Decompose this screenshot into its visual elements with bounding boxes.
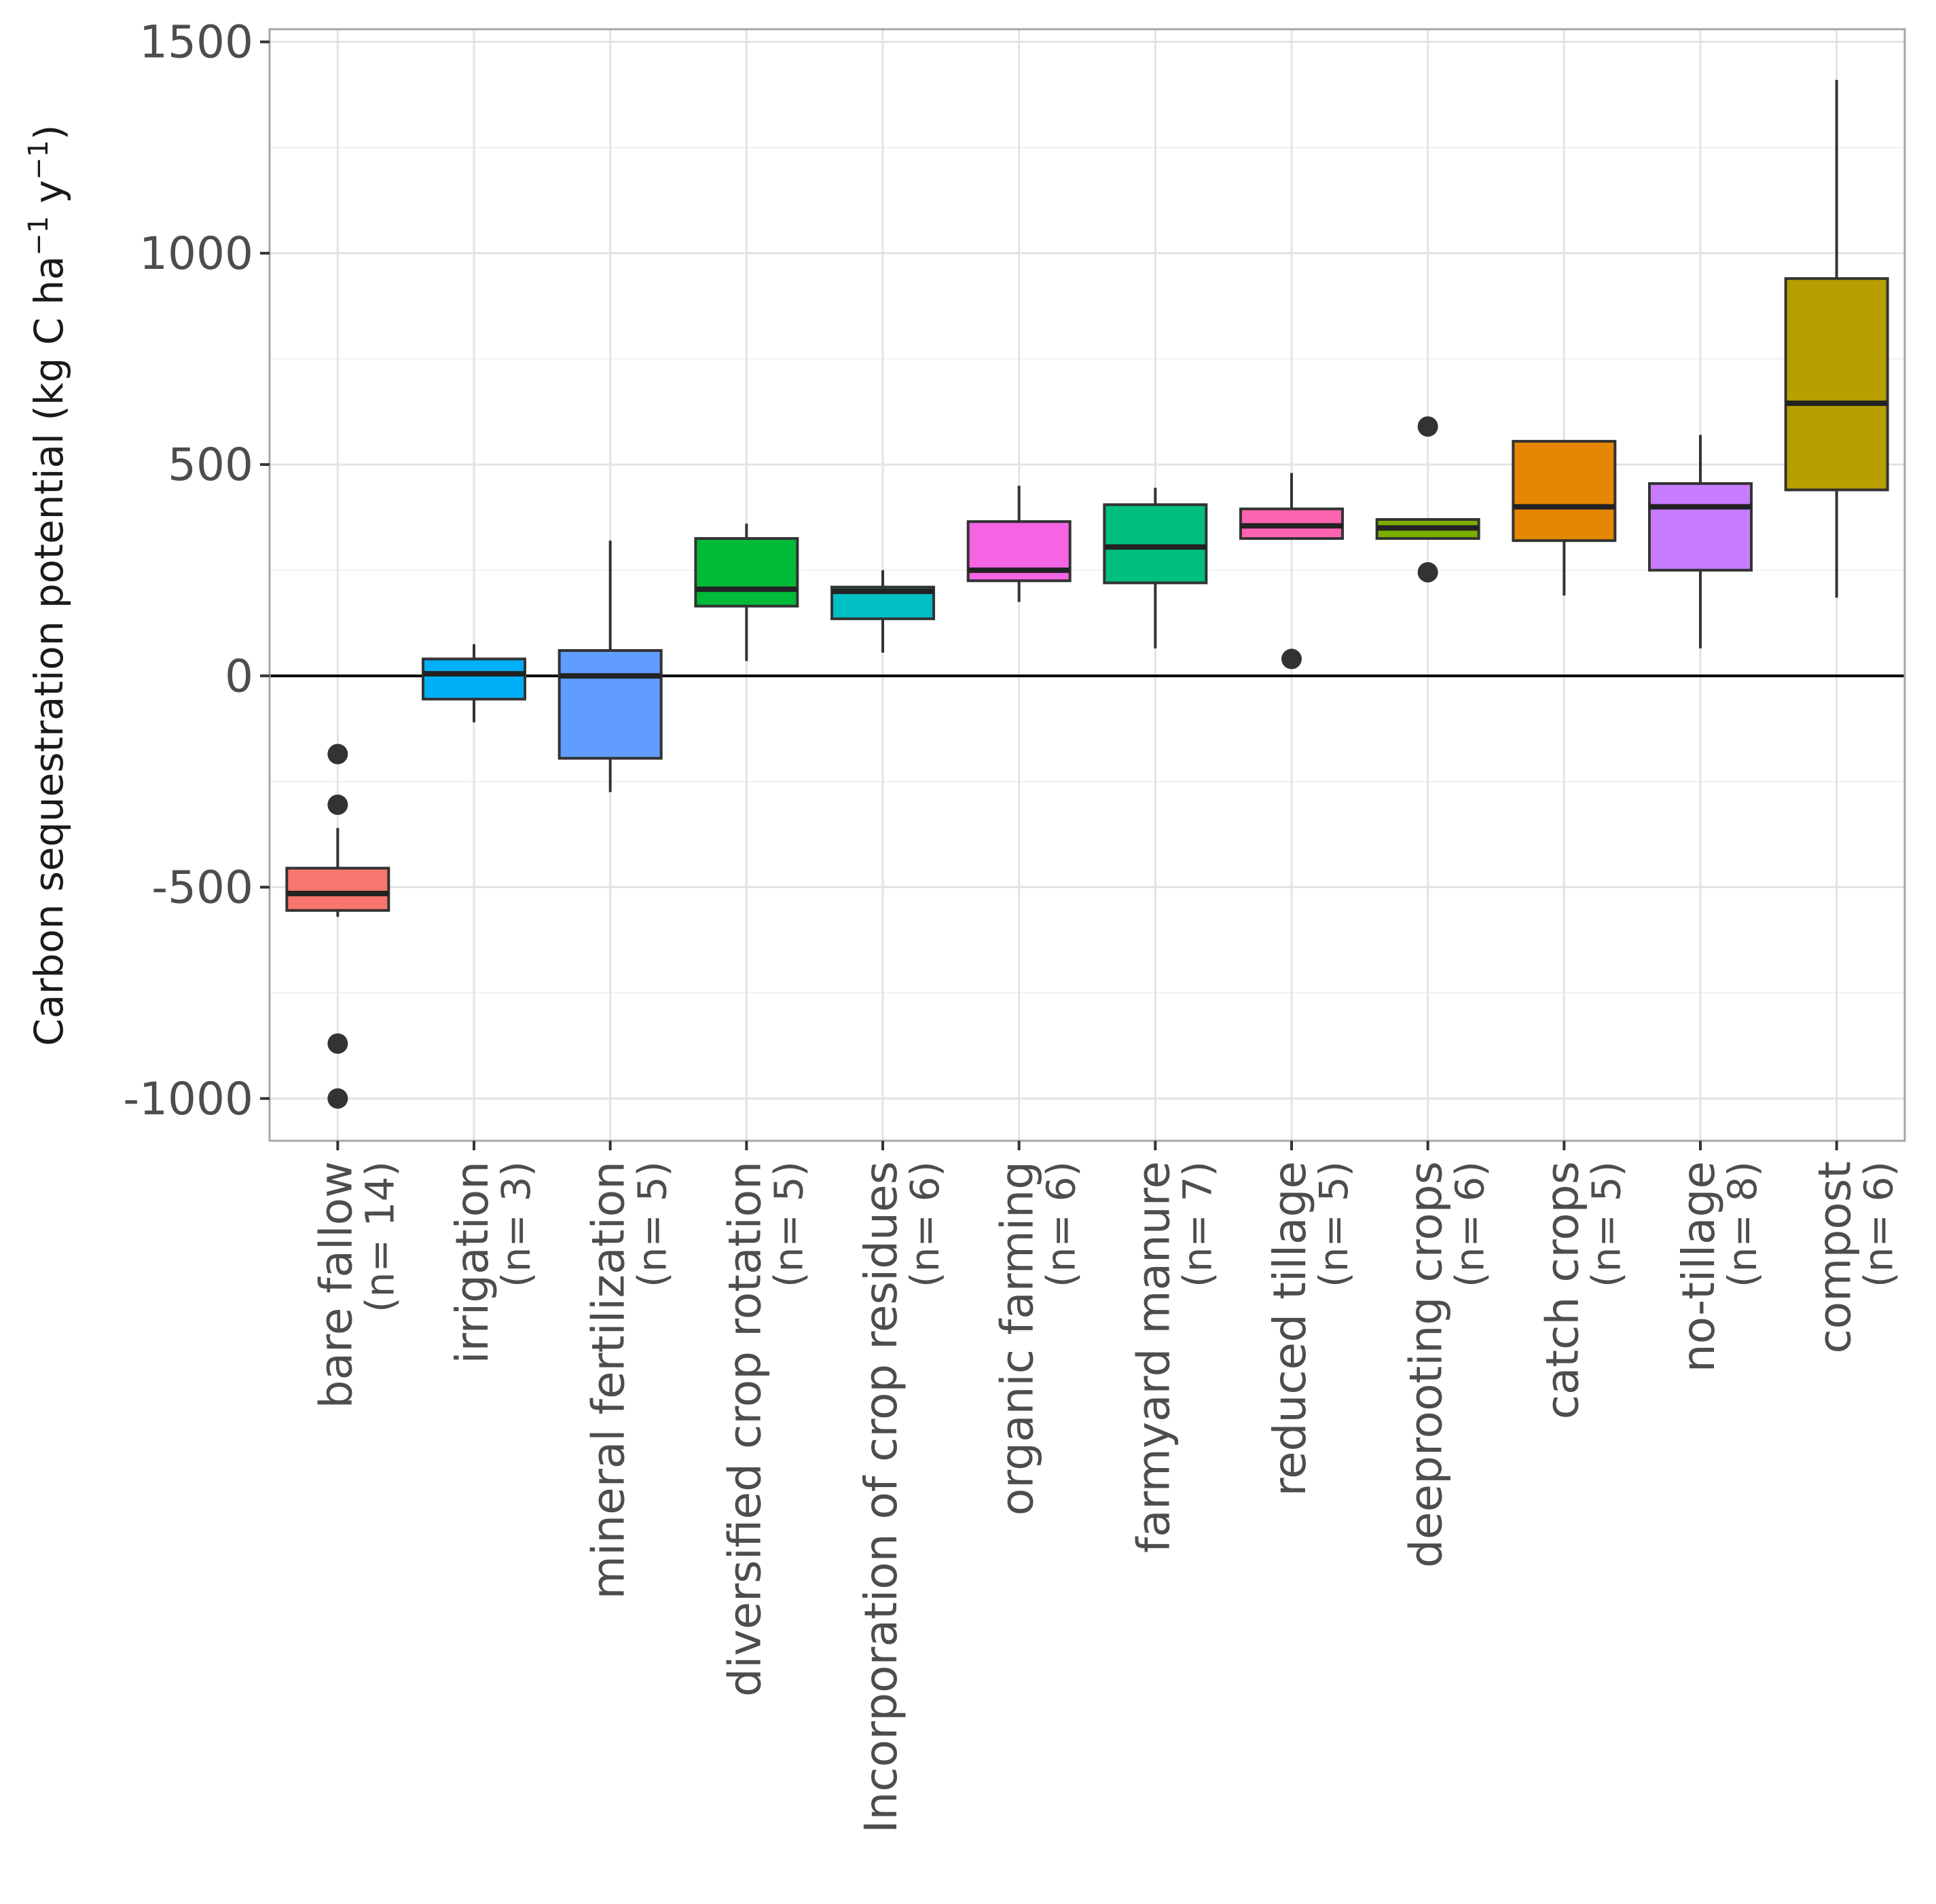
x-tick-label: organic farming	[991, 1161, 1044, 1516]
box-iqr	[558, 648, 663, 760]
box-iqr	[1784, 277, 1889, 492]
box-iqr	[285, 866, 390, 912]
x-tick-count-label: (n= 5)	[1583, 1161, 1629, 1287]
y-axis-title-sup2: −1	[23, 140, 54, 180]
x-tick-count-label: (n= 6)	[1856, 1161, 1902, 1287]
box-catch-crops	[1512, 439, 1617, 596]
axes-group: -1000 -500 0 500 1000 1500 bare fallow(n= 14) i…	[123, 16, 1901, 1833]
plot-background	[270, 29, 1905, 1141]
box-iqr	[694, 537, 799, 608]
y-tick-label: 1000	[139, 227, 253, 280]
y-axis-title-end: )	[26, 125, 72, 141]
x-tick-label: diversified crop rotation	[718, 1161, 771, 1697]
box-bare-fallow	[285, 744, 390, 1109]
box-incorporation-of-crop-residues	[830, 570, 935, 653]
y-tick-label: 1500	[139, 16, 253, 69]
box-reduced-tillage	[1239, 473, 1344, 670]
x-tick-label: catch crops	[1536, 1161, 1588, 1419]
x-tick-count-label: (n= 7)	[1174, 1161, 1220, 1287]
x-tick-count-label: (n= 5)	[765, 1161, 811, 1287]
box-deeprooting-crops	[1375, 416, 1480, 583]
x-tick-label: deeprooting crops	[1400, 1161, 1453, 1568]
outlier-point	[1417, 562, 1438, 583]
box-iqr	[422, 657, 526, 701]
x-tick-label: bare fallow	[310, 1161, 362, 1408]
x-tick-label: Incorporation of crop residues	[855, 1161, 907, 1833]
x-tick-count-label: (n= 6)	[1447, 1161, 1493, 1287]
boxes-group	[285, 79, 1889, 1109]
outlier-point	[1281, 648, 1302, 670]
x-tick-count-label: (n= 14)	[357, 1161, 403, 1313]
box-diversified-crop-rotation	[694, 524, 799, 661]
outlier-point	[327, 794, 348, 816]
x-tick-count-label: (n= 6)	[902, 1161, 948, 1287]
outlier-point	[327, 744, 348, 765]
x-tick-label: compost	[1809, 1161, 1861, 1354]
y-axis-title-mid: y	[26, 180, 72, 216]
x-tick-count-label: (n= 5)	[1311, 1161, 1357, 1287]
box-farmyard-manure	[1103, 488, 1208, 648]
box-organic-farming	[966, 486, 1072, 602]
x-tick-count-label: (n= 5)	[629, 1161, 676, 1287]
y-tick-label: -1000	[123, 1073, 253, 1125]
x-tick-label: no-tillage	[1673, 1161, 1725, 1372]
x-tick-label: farmyard manure	[1127, 1161, 1180, 1553]
x-tick-count-label: (n= 3)	[493, 1161, 539, 1287]
box-no-tillage	[1648, 435, 1753, 648]
y-axis-title-sup1: −1	[23, 216, 54, 256]
box-mineral-fertilization	[558, 541, 663, 792]
y-tick-label: 0	[225, 650, 253, 702]
outlier-point	[327, 1088, 348, 1109]
y-tick-label: 500	[168, 439, 253, 491]
x-tick-label: reduced tillage	[1264, 1161, 1316, 1497]
box-iqr	[1648, 482, 1753, 572]
plot-panel-border	[268, 28, 1906, 1142]
x-tick-count-label: (n= 8)	[1719, 1161, 1766, 1287]
y-tick-label: -500	[151, 862, 253, 914]
box-compost	[1784, 79, 1889, 598]
x-tick-label: irrigation	[446, 1161, 498, 1364]
y-axis-title-main: Carbon sequestration potential (kg C ha	[26, 256, 72, 1046]
x-tick-count-label: (n= 6)	[1038, 1161, 1084, 1287]
box-irrigation	[422, 644, 526, 722]
outlier-point	[327, 1033, 348, 1054]
x-tick-label: mineral fertilization	[583, 1161, 635, 1599]
y-axis-title: Carbon sequestration potential (kg C ha−…	[23, 125, 72, 1046]
outlier-point	[1417, 416, 1438, 437]
box-iqr	[1103, 503, 1208, 585]
box-iqr	[1512, 439, 1617, 543]
